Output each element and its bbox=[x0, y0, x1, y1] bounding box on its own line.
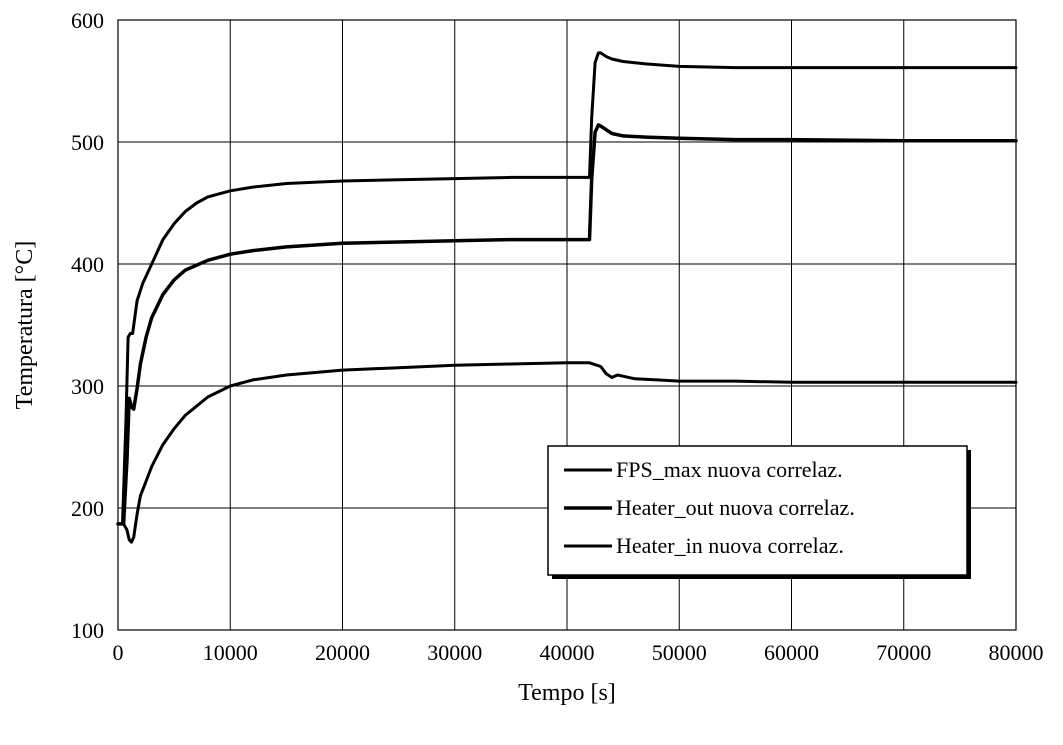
x-axis-title: Tempo [s] bbox=[518, 680, 616, 706]
x-tick-label: 80000 bbox=[989, 640, 1044, 665]
series-lines bbox=[116, 51, 1018, 544]
y-tick-label: 300 bbox=[71, 374, 104, 399]
y-tick-label: 100 bbox=[71, 618, 104, 643]
y-axis-title: Temperatura [°C] bbox=[12, 241, 38, 410]
x-tick-label: 70000 bbox=[876, 640, 931, 665]
x-tick-label: 50000 bbox=[652, 640, 707, 665]
x-tick-label: 10000 bbox=[203, 640, 258, 665]
x-tick-labels: 0 10000 20000 30000 40000 50000 60000 70000 8000… bbox=[113, 640, 1044, 665]
series-line bbox=[116, 361, 1018, 544]
x-tick-label: 60000 bbox=[764, 640, 819, 665]
series-line bbox=[116, 123, 1018, 526]
plot-frame bbox=[117, 19, 1017, 631]
y-tick-label: 400 bbox=[71, 252, 104, 277]
x-tick-label: 30000 bbox=[427, 640, 482, 665]
legend-label: Heater_out nuova correlaz. bbox=[616, 495, 855, 520]
legend-label: Heater_in nuova correlaz. bbox=[616, 533, 844, 558]
x-tick-label: 0 bbox=[113, 640, 124, 665]
y-tick-label: 600 bbox=[71, 8, 104, 33]
x-tick-label: 40000 bbox=[540, 640, 595, 665]
x-tick-label: 20000 bbox=[315, 640, 370, 665]
y-tick-label: 500 bbox=[71, 130, 104, 155]
legend-box bbox=[547, 445, 968, 576]
y-tick-labels: 100 200 300 400 500 600 bbox=[71, 8, 104, 643]
series-line bbox=[116, 51, 1018, 526]
legend: FPS_max nuova correlaz. Heater_out nuova … bbox=[547, 445, 971, 579]
legend-label: FPS_max nuova correlaz. bbox=[616, 457, 843, 482]
y-tick-label: 200 bbox=[71, 496, 104, 521]
